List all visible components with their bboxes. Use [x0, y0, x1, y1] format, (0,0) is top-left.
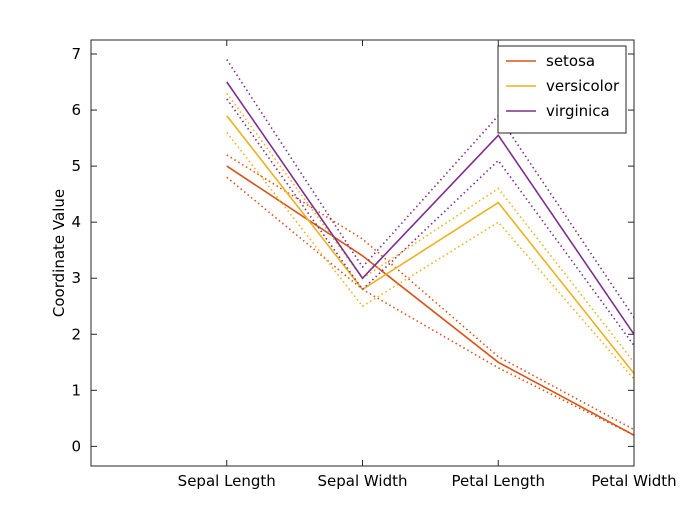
y-tick-label: 1	[71, 381, 81, 399]
legend-label-virginica: virginica	[546, 102, 610, 120]
y-tick-label: 2	[71, 325, 81, 343]
lines-layer	[226, 59, 635, 436]
legend: setosa versicolor virginica	[497, 45, 627, 134]
virginica-lower-line	[226, 98, 635, 346]
y-tick-label: 5	[71, 157, 81, 175]
y-tick-label: 6	[71, 101, 81, 119]
y-axis-label: Coordinate Value	[50, 189, 68, 317]
y-tick-label: 4	[71, 213, 81, 231]
virginica-upper-line	[226, 59, 635, 318]
virginica-mean-line	[226, 81, 635, 335]
x-tick-label: Petal Width	[591, 472, 676, 490]
versicolor-mean-line	[226, 115, 635, 374]
legend-label-setosa: setosa	[546, 52, 595, 70]
setosa-upper-line	[226, 154, 635, 431]
versicolor-upper-line	[226, 92, 635, 363]
legend-label-versicolor: versicolor	[546, 77, 620, 95]
setosa-mean-line	[226, 165, 635, 436]
y-tick-label: 0	[71, 437, 81, 455]
x-tick-label: Sepal Width	[318, 472, 408, 490]
ticks-layer: 0 1 2 3 4 5 6 7 Sepal Length Sepal Width Petal Len…	[71, 40, 677, 490]
x-tick-label: Petal Length	[452, 472, 546, 490]
axes-box	[90, 39, 635, 467]
y-tick-label: 7	[71, 45, 81, 63]
x-tick-label: Sepal Length	[178, 472, 276, 490]
y-tick-label: 3	[71, 269, 81, 287]
